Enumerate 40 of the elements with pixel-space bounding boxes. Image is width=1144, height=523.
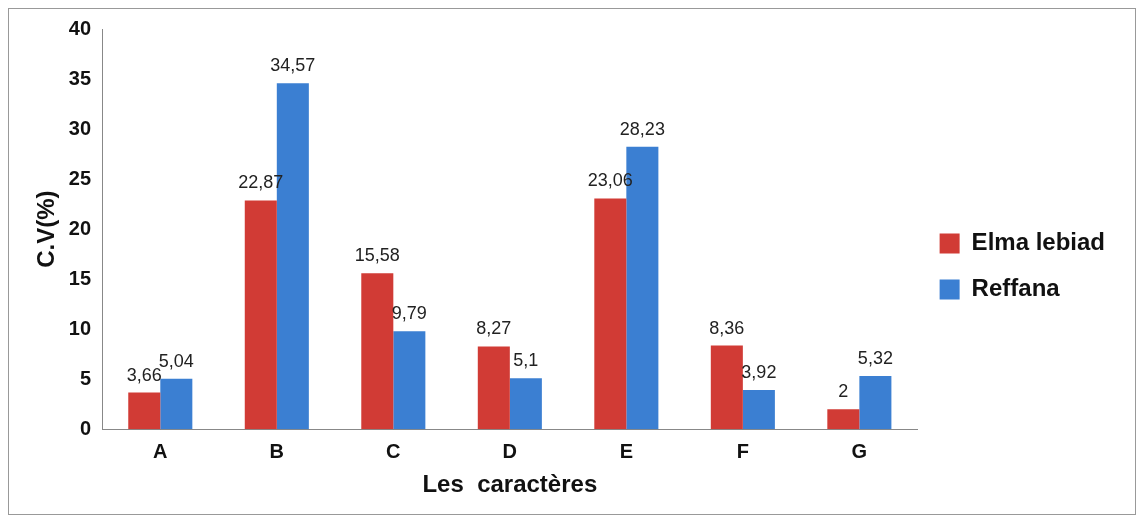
y-tick-label: 20 (68, 216, 92, 239)
y-tick-label: 25 (68, 166, 92, 189)
y-tick-label: 15 (68, 266, 92, 289)
bar (827, 409, 860, 430)
bar (128, 392, 161, 430)
legend-label: Elma lebiad (971, 228, 1106, 256)
x-axis-title: Les caractères (422, 470, 598, 498)
x-tick-label: B (269, 439, 285, 462)
bar (594, 198, 627, 430)
x-tick-label: D (502, 439, 518, 462)
bar (477, 346, 510, 430)
y-tick-label: 0 (79, 416, 92, 439)
data-label: 15,58 (354, 245, 400, 266)
bar (160, 378, 193, 430)
y-tick-label: 40 (68, 16, 92, 39)
bar (393, 331, 426, 430)
bar (509, 378, 542, 430)
x-tick-label: A (153, 439, 168, 462)
data-label: 5,32 (857, 347, 893, 368)
x-tick-label: C (386, 439, 401, 462)
data-label: 8,36 (709, 317, 745, 338)
data-label: 5,1 (513, 350, 539, 371)
bar (361, 273, 394, 430)
bar (710, 345, 743, 430)
y-tick-label: 30 (68, 116, 92, 139)
x-tick-label: F (736, 439, 749, 462)
legend-label: Reffana (971, 274, 1061, 302)
y-tick-label: 10 (68, 316, 92, 339)
x-tick-label: E (619, 439, 634, 462)
y-tick-label: 5 (79, 366, 92, 389)
data-label: 2 (838, 381, 849, 402)
data-label: 28,23 (619, 118, 665, 139)
data-label: 8,27 (476, 318, 512, 339)
bar (244, 200, 277, 430)
data-label: 34,57 (270, 55, 316, 76)
y-axis-title: C.V(%) (32, 190, 60, 268)
x-tick-label: G (851, 439, 868, 462)
y-tick-label: 35 (68, 66, 92, 89)
bar (742, 389, 775, 430)
bar (859, 375, 892, 430)
